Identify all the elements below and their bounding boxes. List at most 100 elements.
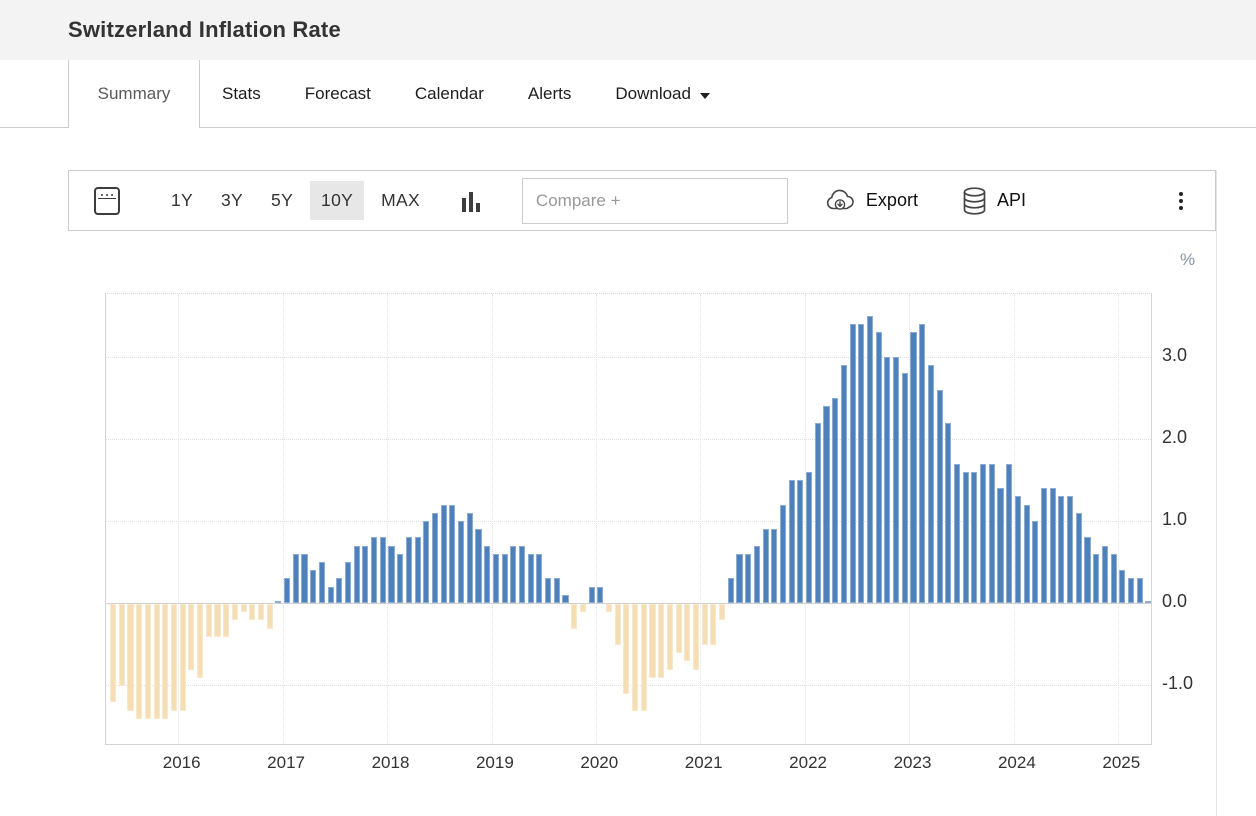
chart-bar [562, 594, 569, 603]
kebab-menu-icon[interactable] [1174, 191, 1188, 211]
chart-bar [684, 604, 691, 662]
chart-bar [545, 578, 552, 603]
column-chart-icon [462, 197, 467, 212]
x-tick-label: 2018 [371, 753, 410, 772]
calendar-button[interactable] [69, 186, 120, 215]
tab-stats[interactable]: Stats [222, 84, 261, 103]
chart-bar [466, 512, 473, 603]
chart-bar [1014, 496, 1021, 603]
calendar-icon [94, 186, 120, 215]
chart-bar [762, 529, 769, 603]
chart-bar [614, 604, 621, 645]
grid-line-vertical [700, 294, 702, 744]
chart-bar [866, 316, 874, 603]
chart-bar [336, 578, 343, 603]
chart-bar [788, 480, 795, 603]
chart-bar [980, 463, 987, 603]
chart-bar [405, 537, 412, 603]
chart-bar [806, 471, 813, 603]
chart-bar [518, 545, 526, 603]
chart-bar [875, 332, 882, 603]
chart-bar [266, 604, 273, 629]
x-tick-label: 2019 [475, 753, 514, 772]
compare-input[interactable] [521, 177, 788, 224]
chart-bar [1136, 578, 1143, 603]
tab-forecast[interactable]: Forecast [304, 84, 371, 103]
chart-bar [1093, 553, 1100, 603]
chart-bar [249, 604, 256, 621]
chart-bar [136, 604, 143, 719]
chart-bar [1032, 521, 1039, 603]
tab-alerts[interactable]: Alerts [527, 84, 572, 103]
x-tick-label: 2023 [893, 753, 932, 772]
chart-bar [231, 604, 238, 621]
chart-bar [1101, 545, 1108, 603]
chart-bar [223, 604, 230, 637]
page-title: Switzerland Inflation Rate [68, 17, 341, 42]
y-tick-label: 0.0 [1162, 591, 1188, 611]
x-tick-label: 2016 [162, 753, 201, 772]
chart-bar [414, 537, 421, 603]
grid-line-vertical [178, 294, 180, 744]
grid-line-vertical [909, 294, 911, 744]
export-button[interactable]: Export [824, 189, 918, 213]
api-button[interactable]: API [962, 186, 1026, 215]
content-divider [1216, 170, 1217, 816]
chart-bar [832, 398, 839, 603]
range-5y[interactable]: 5Y [260, 181, 304, 220]
chart-bar [144, 604, 151, 719]
x-tick-label: 2025 [1102, 753, 1141, 772]
chart-bar [362, 545, 369, 603]
chart-bar [275, 601, 282, 603]
range-10y-selected[interactable]: 10Y [310, 181, 365, 220]
grid-line-vertical [595, 294, 597, 744]
chart-bar [327, 586, 334, 603]
chart-bar [188, 604, 195, 670]
chart-bar [240, 604, 247, 613]
chart-bar [1119, 570, 1126, 603]
chart-bar [214, 604, 221, 637]
chart-bar [692, 604, 700, 670]
zero-axis-line [106, 603, 1151, 604]
chart-bar [423, 521, 430, 603]
chart-bar [1049, 488, 1056, 603]
x-tick-label: 2024 [997, 753, 1036, 772]
chart-bar [605, 604, 613, 613]
cloud-download-icon [826, 189, 854, 210]
chart-bar [779, 504, 787, 603]
range-1y[interactable]: 1Y [160, 181, 204, 220]
chart-bar [640, 604, 647, 711]
page-header: Switzerland Inflation Rate [0, 0, 1256, 60]
chart-bar [440, 504, 447, 603]
chart-bar [353, 545, 360, 603]
chart-bar [170, 604, 178, 711]
chart-bar [658, 604, 665, 678]
x-tick-label: 2020 [580, 753, 619, 772]
chart-bar [858, 324, 865, 603]
chart-bar [1145, 601, 1151, 603]
range-max[interactable]: MAX [370, 181, 431, 220]
chart-bar [936, 389, 943, 603]
chart-bar [205, 604, 212, 637]
chart-bar [579, 604, 586, 613]
chart-bar [1084, 537, 1091, 603]
chart-bar [632, 604, 639, 711]
tab-calendar[interactable]: Calendar [414, 84, 484, 103]
chart-bar [344, 562, 352, 603]
chart-bar [736, 553, 743, 603]
chevron-down-icon [699, 93, 710, 99]
chart-bar [153, 604, 160, 719]
chart-bar [388, 545, 395, 603]
tab-download[interactable]: Download [593, 60, 732, 128]
tab-summary[interactable]: Summary [68, 60, 200, 128]
chart-bar [431, 512, 439, 603]
chart-bar [840, 365, 847, 603]
chart-bar [623, 604, 630, 695]
chart-bar [257, 604, 265, 621]
chart-bar [197, 604, 204, 678]
range-3y[interactable]: 3Y [210, 181, 254, 220]
chart-bar [301, 553, 308, 603]
y-tick-label: 2.0 [1162, 427, 1188, 447]
chart-type-button[interactable] [461, 190, 482, 212]
